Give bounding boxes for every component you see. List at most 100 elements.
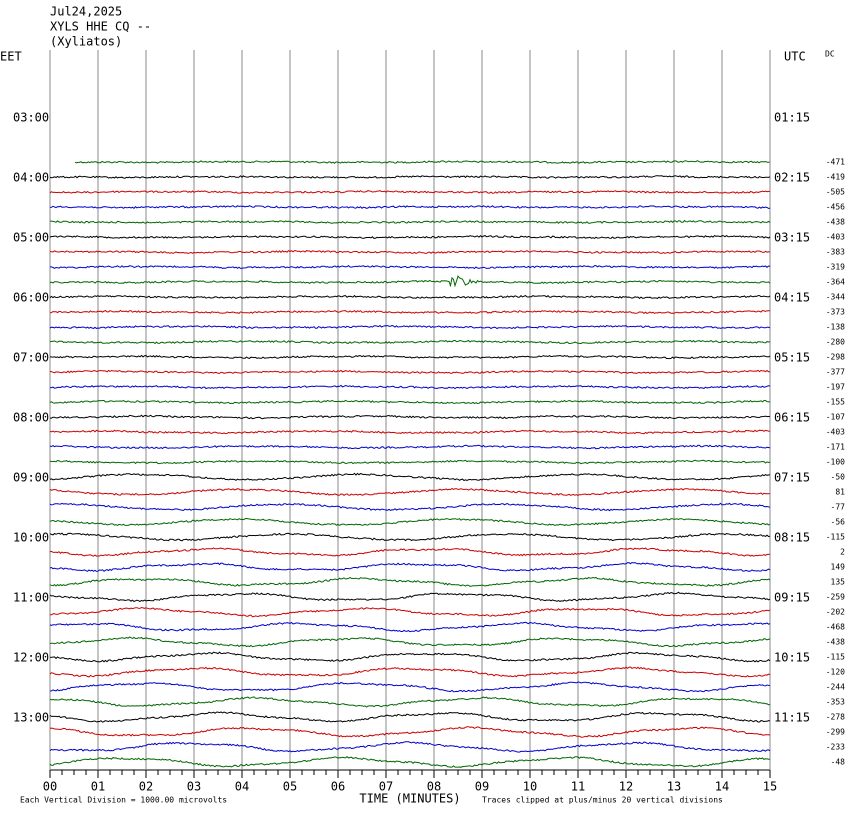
dc-offset: -471 <box>826 158 845 167</box>
right-zone: UTC <box>784 50 806 64</box>
dc-offset: -353 <box>826 698 845 707</box>
dc-offset: -298 <box>826 353 845 362</box>
left-time: 03:00 <box>13 111 49 125</box>
trace <box>49 339 771 345</box>
trace <box>49 384 771 390</box>
trace <box>49 547 771 557</box>
x-tick-label: 14 <box>715 780 729 794</box>
dc-offset: -456 <box>826 203 845 212</box>
trace <box>49 444 771 450</box>
left-time: 08:00 <box>13 411 49 425</box>
x-tick-label: 09 <box>475 780 489 794</box>
trace <box>49 532 771 542</box>
trace <box>49 487 771 497</box>
trace <box>49 711 771 723</box>
dc-offset: -344 <box>826 293 845 302</box>
dc-offset: -48 <box>831 758 846 767</box>
x-tick-label: 01 <box>91 780 105 794</box>
trace <box>49 726 771 738</box>
dc-offset: -259 <box>826 593 845 602</box>
trace <box>49 205 771 209</box>
dc-offset: -138 <box>826 323 845 332</box>
dc-label: DC <box>825 50 835 59</box>
dc-offset: -505 <box>826 188 845 197</box>
trace <box>49 354 771 360</box>
trace <box>49 561 771 572</box>
dc-offset: -100 <box>826 458 845 467</box>
trace <box>49 666 771 678</box>
trace <box>49 472 771 482</box>
x-tick-label: 06 <box>331 780 345 794</box>
trace <box>49 249 771 254</box>
x-tick-label: 03 <box>187 780 201 794</box>
trace <box>49 309 771 315</box>
left-time: 07:00 <box>13 351 49 365</box>
trace <box>49 234 771 239</box>
trace <box>49 651 771 663</box>
left-time: 04:00 <box>13 171 49 185</box>
dc-offset: -419 <box>826 173 845 182</box>
right-time: 08:15 <box>774 531 810 545</box>
x-tick-label: 10 <box>523 780 537 794</box>
footer-left: Each Vertical Division = 1000.00 microvo… <box>20 796 227 805</box>
dc-offset: 2 <box>840 548 845 557</box>
left-time: 09:00 <box>13 471 49 485</box>
right-time: 05:15 <box>774 351 810 365</box>
trace <box>49 681 771 693</box>
dc-offset: -202 <box>826 608 845 617</box>
trace <box>49 294 771 300</box>
dc-offset: -403 <box>826 233 845 242</box>
dc-offset: -373 <box>826 308 845 317</box>
x-axis-title: TIME (MINUTES) <box>359 792 460 806</box>
trace <box>49 591 771 603</box>
dc-offset: -468 <box>826 623 845 632</box>
trace <box>49 190 770 194</box>
trace <box>49 741 771 753</box>
dc-offset: -155 <box>826 398 845 407</box>
dc-offset: -319 <box>826 263 845 272</box>
right-time: 01:15 <box>774 111 810 125</box>
left-zone: EET <box>0 50 22 64</box>
right-time: 10:15 <box>774 651 810 665</box>
trace <box>50 264 771 270</box>
dc-offset: -115 <box>826 653 845 662</box>
dc-offset: -438 <box>826 638 845 647</box>
dc-offset: -50 <box>831 473 846 482</box>
dc-offset: -280 <box>826 338 845 347</box>
dc-offset: -120 <box>826 668 845 677</box>
trace <box>49 429 771 435</box>
right-time: 03:15 <box>774 231 810 245</box>
right-time: 07:15 <box>774 471 810 485</box>
x-tick-label: 00 <box>43 780 57 794</box>
dc-offset: -438 <box>826 218 845 227</box>
dc-offset: 135 <box>831 578 846 587</box>
dc-offset: -278 <box>826 713 845 722</box>
trace <box>49 576 771 587</box>
left-time: 12:00 <box>13 651 49 665</box>
trace <box>49 324 771 330</box>
trace <box>49 621 771 633</box>
right-time: 06:15 <box>774 411 810 425</box>
dc-offset: -299 <box>826 728 845 737</box>
trace <box>49 502 771 512</box>
dc-offset: -244 <box>826 683 845 692</box>
dc-offset: -77 <box>831 503 846 512</box>
dc-offset: -377 <box>826 368 845 377</box>
x-tick-label: 11 <box>571 780 585 794</box>
right-time: 04:15 <box>774 291 810 305</box>
dc-offset: 81 <box>835 488 845 497</box>
dc-offset: -115 <box>826 533 845 542</box>
trace <box>49 459 771 465</box>
dc-offset: -56 <box>831 518 846 527</box>
dc-offset: -233 <box>826 743 845 752</box>
header-line: (Xyliatos) <box>50 35 122 49</box>
x-tick-label: 12 <box>619 780 633 794</box>
trace <box>49 756 771 768</box>
x-tick-label: 15 <box>763 780 777 794</box>
right-time: 02:15 <box>774 171 810 185</box>
right-time: 11:15 <box>774 711 810 725</box>
left-time: 13:00 <box>13 711 49 725</box>
dc-offset: -171 <box>826 443 845 452</box>
trace <box>50 219 771 225</box>
